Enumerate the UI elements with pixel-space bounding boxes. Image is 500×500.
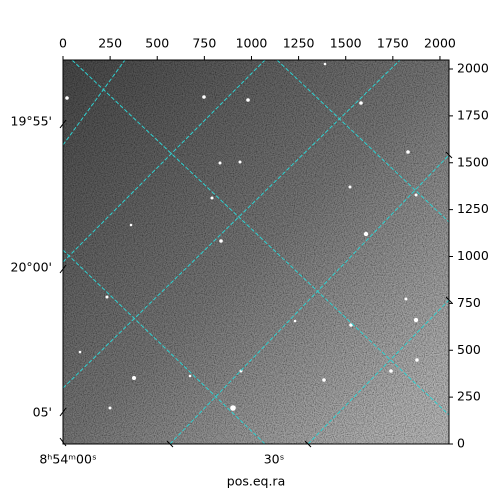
x-tick-label: 1750 <box>377 36 409 51</box>
world-y-label: 05' <box>33 405 52 420</box>
axes-frame <box>62 59 450 445</box>
x-tick-label: 750 <box>192 36 216 51</box>
x-tick-label: 250 <box>98 36 122 51</box>
x-axis-label: pos.eq.ra <box>227 474 285 489</box>
world-y-label: 19°55' <box>11 114 53 129</box>
y-tick-label: 750 <box>457 295 481 310</box>
x-tick-label: 1250 <box>283 36 315 51</box>
y-tick-label: 1750 <box>457 107 489 122</box>
world-y-label: 20°00' <box>11 260 53 275</box>
y-tick-label: 1500 <box>457 154 489 169</box>
x-tick-label: 1500 <box>330 36 362 51</box>
world-grid <box>63 60 449 444</box>
world-x-label: 8ʰ54ᵐ00ˢ <box>39 452 96 467</box>
world-ticks <box>59 119 453 448</box>
x-tick-label: 0 <box>59 36 67 51</box>
x-tick-label: 500 <box>145 36 169 51</box>
y-tick-label: 500 <box>457 342 481 357</box>
x-tick-label: 2000 <box>424 36 456 51</box>
stars <box>65 62 419 411</box>
world-x-label: 30ˢ <box>264 452 285 467</box>
y-tick-label: 0 <box>457 436 465 451</box>
y-tick-label: 250 <box>457 389 481 404</box>
y-tick-label: 1000 <box>457 248 489 263</box>
x-tick-label: 1000 <box>236 36 268 51</box>
y-tick-label: 2000 <box>457 61 489 76</box>
image <box>63 60 449 444</box>
y-tick-label: 1250 <box>457 201 489 216</box>
